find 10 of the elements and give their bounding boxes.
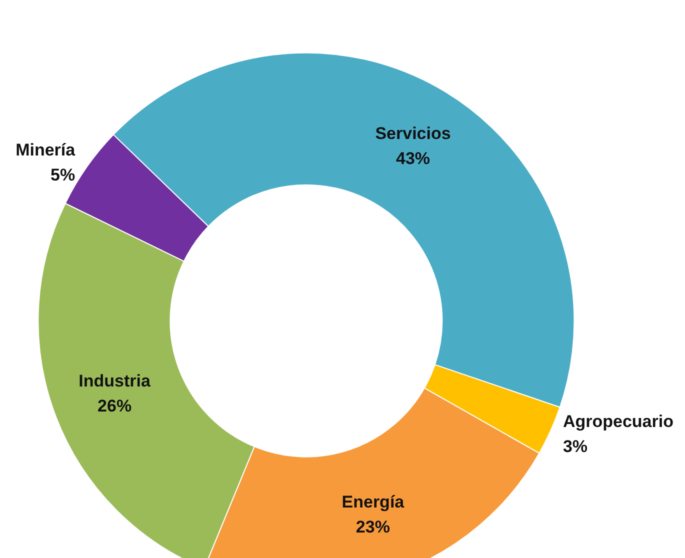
slice-label: Energía [342,492,405,512]
slice-label: Agropecuario [562,412,674,431]
slice-label: Industria [78,372,151,391]
slice-label: Servicios [375,124,451,143]
data-label: 26% [98,396,132,416]
data-label: 5% [50,166,76,185]
data-label: 3% [562,436,588,456]
data-label: 43% [396,148,430,168]
data-label: 23% [356,518,390,537]
slice-label: Minería [16,140,76,160]
